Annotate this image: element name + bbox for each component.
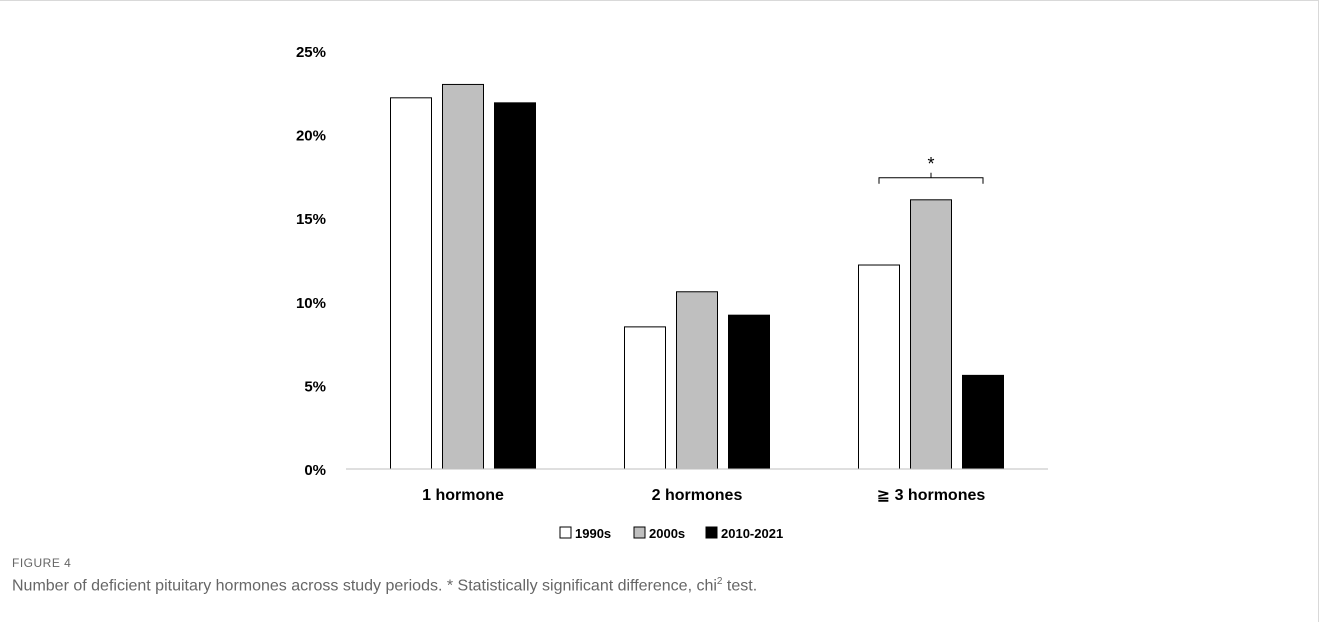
caption-text-end: test. bbox=[722, 577, 758, 595]
bar bbox=[858, 264, 900, 470]
legend-swatch bbox=[633, 526, 646, 539]
bar-chart: 0% 5% 10% 15% 20% 25% 1 hormone 2 hormones ≧ 3 … bbox=[296, 44, 1048, 541]
y-tick-label: 10% bbox=[296, 295, 326, 312]
legend-label: 2000s bbox=[649, 526, 685, 541]
significance-marker: * bbox=[927, 154, 934, 174]
y-tick-label: 15% bbox=[296, 211, 326, 228]
bar bbox=[728, 314, 770, 470]
legend-swatch bbox=[705, 526, 718, 539]
significance-bracket bbox=[878, 172, 984, 184]
legend: 1990s 2000s 2010-2021 bbox=[559, 526, 783, 541]
x-tick-label: 1 hormone bbox=[422, 487, 504, 504]
figure-caption: Number of deficient pituitary hormones a… bbox=[12, 576, 757, 595]
bar bbox=[390, 97, 432, 470]
caption-text: Number of deficient pituitary hormones a… bbox=[12, 577, 717, 595]
y-axis: 0% 5% 10% 15% 20% 25% bbox=[296, 44, 326, 479]
bar bbox=[494, 102, 536, 470]
x-tick-label: ≧ 3 hormones bbox=[877, 487, 986, 504]
x-axis: 1 hormone 2 hormones ≧ 3 hormones bbox=[346, 468, 1048, 504]
legend-swatch bbox=[559, 526, 572, 539]
y-tick-label: 0% bbox=[304, 462, 326, 479]
x-tick-label: 2 hormones bbox=[652, 487, 743, 504]
legend-label: 2010-2021 bbox=[721, 526, 783, 541]
bar bbox=[910, 199, 952, 470]
bars bbox=[390, 83, 1004, 470]
y-tick-label: 20% bbox=[296, 128, 326, 145]
figure-label: FIGURE 4 bbox=[12, 556, 72, 570]
legend-label: 1990s bbox=[575, 526, 611, 541]
bar bbox=[676, 291, 718, 470]
bar bbox=[624, 326, 666, 470]
bar bbox=[962, 374, 1004, 470]
y-tick-label: 25% bbox=[296, 44, 326, 61]
y-tick-label: 5% bbox=[304, 378, 326, 395]
significance-annotation: * bbox=[878, 154, 984, 184]
caption-superscript: 2 bbox=[716, 576, 723, 587]
bar bbox=[442, 83, 484, 470]
